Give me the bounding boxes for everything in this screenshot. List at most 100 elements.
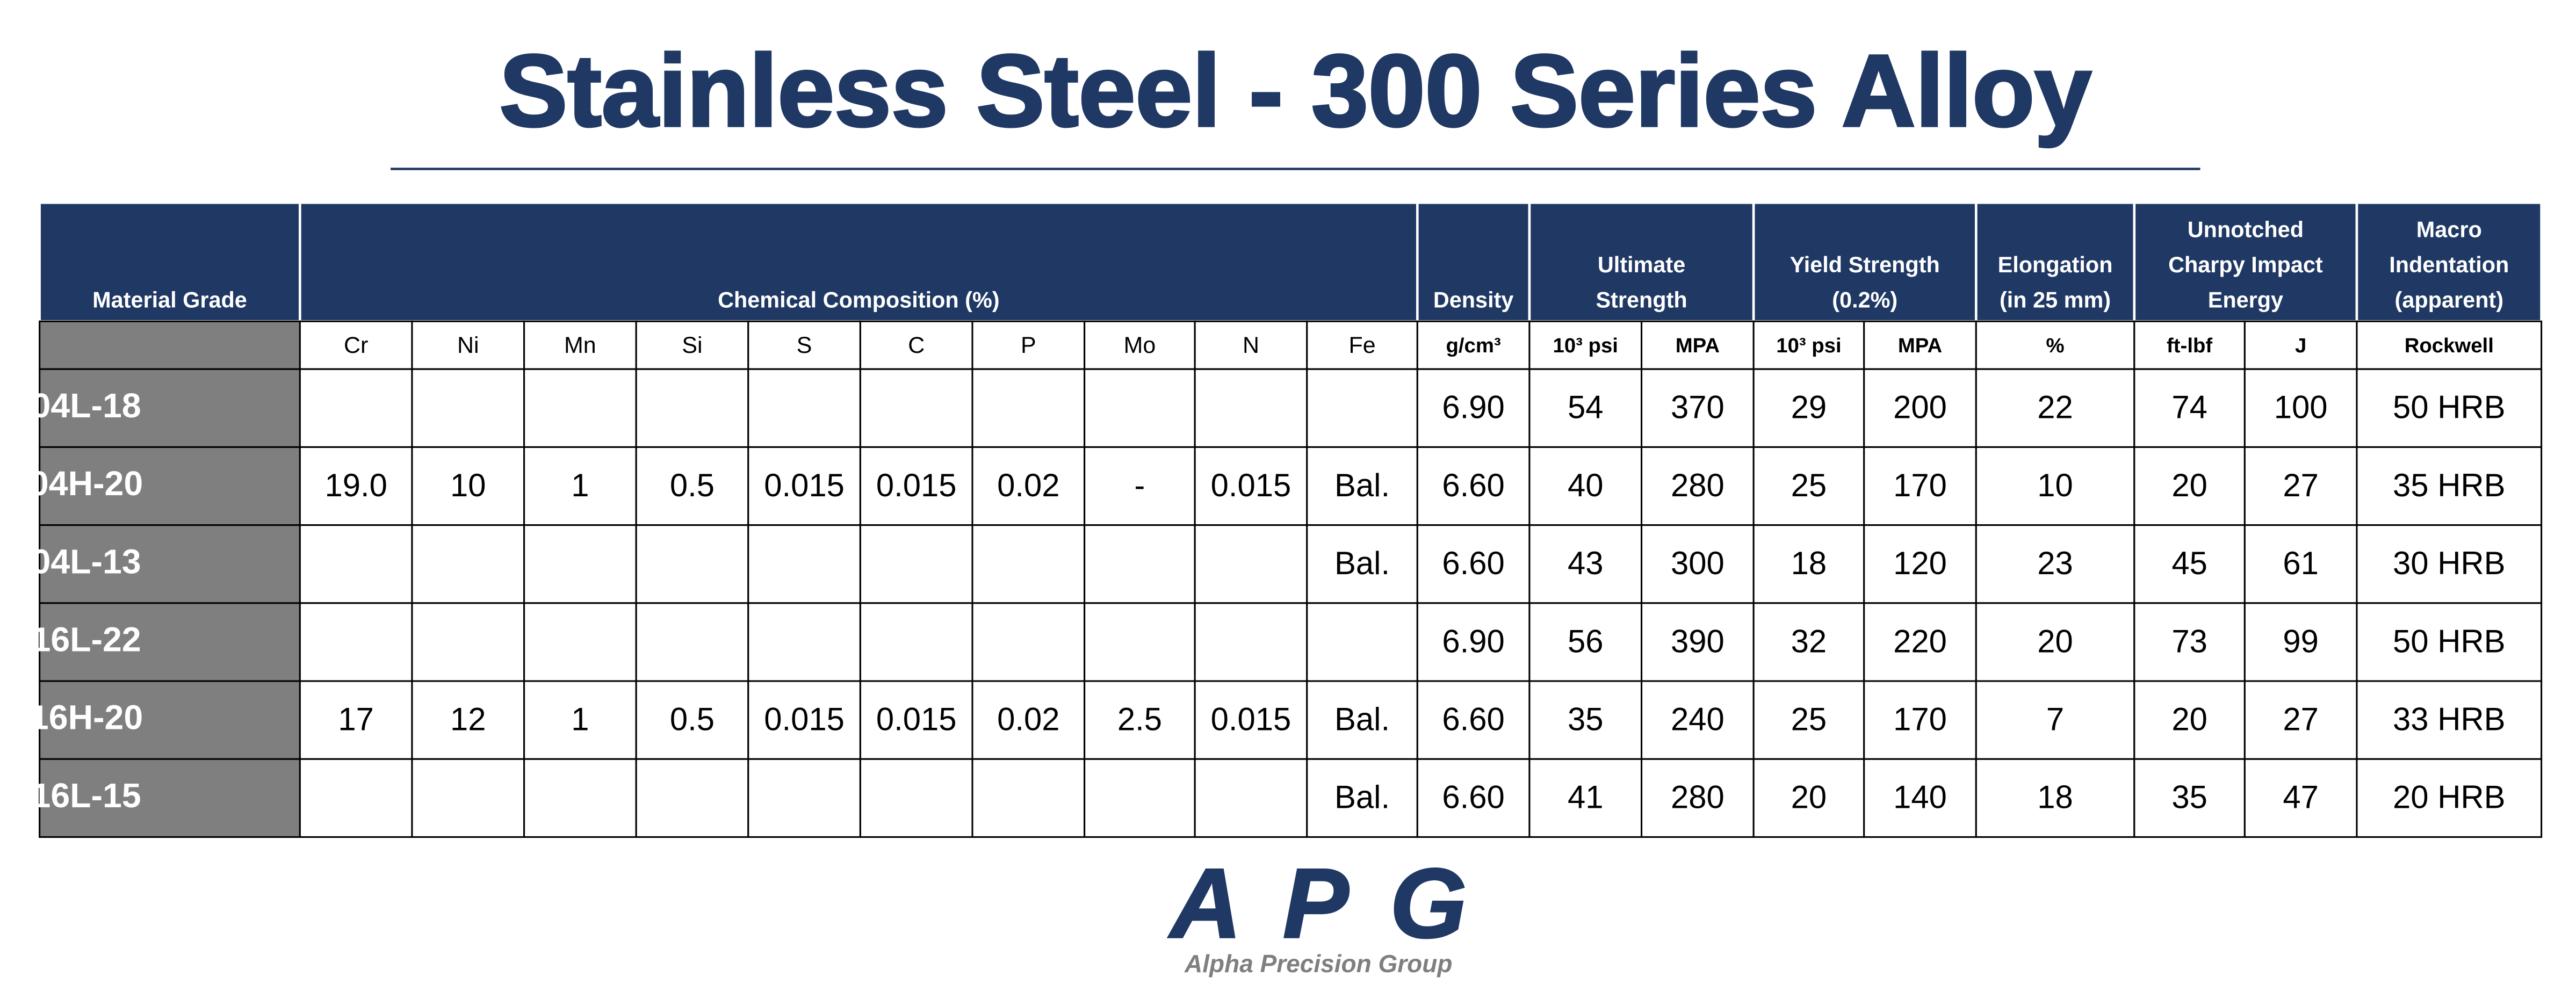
cell-text: 18 [2037,779,2073,815]
data-cell [859,602,973,682]
cell-text: 7 [2046,701,2064,737]
data-cell [2356,758,2543,838]
subheader-cell [2356,320,2543,370]
data-cell [859,368,973,448]
cell-text: 45 [2171,545,2207,581]
data-cell [1752,524,1865,604]
cell-text: 27 [2283,701,2319,737]
data-cell [2243,368,2358,448]
cell-text: 120 [1893,545,1947,581]
subheader-cell [39,320,301,370]
grade-cell [39,602,301,682]
data-cell [1194,758,1308,838]
grade-cell [39,368,301,448]
subheader-label: ft-lbf [2167,334,2212,357]
data-cell [2133,758,2246,838]
cell-text: 0.015 [1211,701,1291,737]
cell-text: 23 [2037,545,2073,581]
cell-text: 25 [1791,701,1827,737]
cell-text: 390 [1671,623,1724,659]
cell-text: 61 [2283,545,2319,581]
subheader-cell [1975,320,2135,370]
title: Stainless Steel - 300 Series Alloy [500,34,2092,148]
cell-text: 100 [2274,389,2328,425]
data-cell [859,524,973,604]
data-cell [1084,524,1196,604]
subheader-cell [299,320,413,370]
cell-text: 20 HRB [2393,779,2505,815]
data-cell [635,758,749,838]
data-cell [1084,758,1196,838]
subheader-label: C [908,332,925,358]
cell-text: 50 HRB [2393,623,2505,659]
data-cell [859,758,973,838]
cell-text: 20 [2037,623,2073,659]
header-label: Strength [1596,287,1687,312]
grade-label: SS-304L-13 [0,542,141,581]
subheader-label: % [2046,334,2065,357]
cell-text: 1 [571,467,589,503]
data-cell [1863,680,1977,760]
cell-text: 10 [450,467,486,503]
data-cell [1306,446,1418,526]
subheader-label: N [1243,332,1259,358]
data-cell [1306,602,1418,682]
header-label: (0.2%) [1832,287,1897,312]
data-cell [1975,524,2135,604]
data-cell [2356,368,2543,448]
data-cell [299,602,413,682]
data-cell [2133,524,2246,604]
header-label: Yield Strength [1790,252,1940,277]
data-cell [859,680,973,760]
data-cell [1306,524,1418,604]
cell-text: 200 [1893,389,1947,425]
header-label: Indentation [2389,252,2509,277]
data-cell [523,602,637,682]
cell-text: 140 [1893,779,1947,815]
data-cell [1194,602,1308,682]
cell-text: 6.60 [1442,545,1504,581]
data-cell [747,368,861,448]
cell-text: 29 [1791,389,1827,425]
subheader-cell [2243,320,2358,370]
data-cell [635,368,749,448]
data-cell [1194,368,1308,448]
cell-text: 6.60 [1442,701,1504,737]
data-cell [635,680,749,760]
subheader-label: 10³ psi [1553,334,1618,357]
cell-text: 0.02 [997,701,1059,737]
cell-text: 6.60 [1442,779,1504,815]
header-label: Energy [2208,287,2283,312]
subheader-label: Si [682,332,702,358]
data-cell [2243,524,2358,604]
grade-cell [39,446,301,526]
data-cell [1416,758,1531,838]
data-cell [411,524,525,604]
subheader-cell [523,320,637,370]
data-cell [1863,368,1977,448]
data-cell [299,368,413,448]
header-label: Elongation [1998,252,2113,277]
data-cell [2243,446,2358,526]
subheader-label: P [1021,332,1036,358]
cell-text: 0.015 [876,701,957,737]
cell-text: 0.015 [764,467,845,503]
cell-text: 47 [2283,779,2319,815]
cell-text: 280 [1671,467,1724,503]
logo-name: Alpha Precision Group [1184,950,1452,978]
subheader-label: Mn [564,332,596,358]
header-label: (in 25 mm) [2000,287,2111,312]
grade-cell [39,758,301,838]
cell-text: 2.5 [1117,701,1162,737]
subheader-label: Fe [1348,332,1375,358]
subheader-label: MPA [1898,334,1942,357]
data-cell [299,680,413,760]
data-cell [1528,602,1643,682]
grade-label: SS-316L-22 [0,620,141,658]
cell-text: 0.5 [670,701,715,737]
data-cell [1863,602,1977,682]
table: Material Grade Chemical Composition (%) De… [0,201,2543,838]
data-cell [299,758,413,838]
cell-text: 17 [338,701,374,737]
cell-text: 6.90 [1442,623,1504,659]
